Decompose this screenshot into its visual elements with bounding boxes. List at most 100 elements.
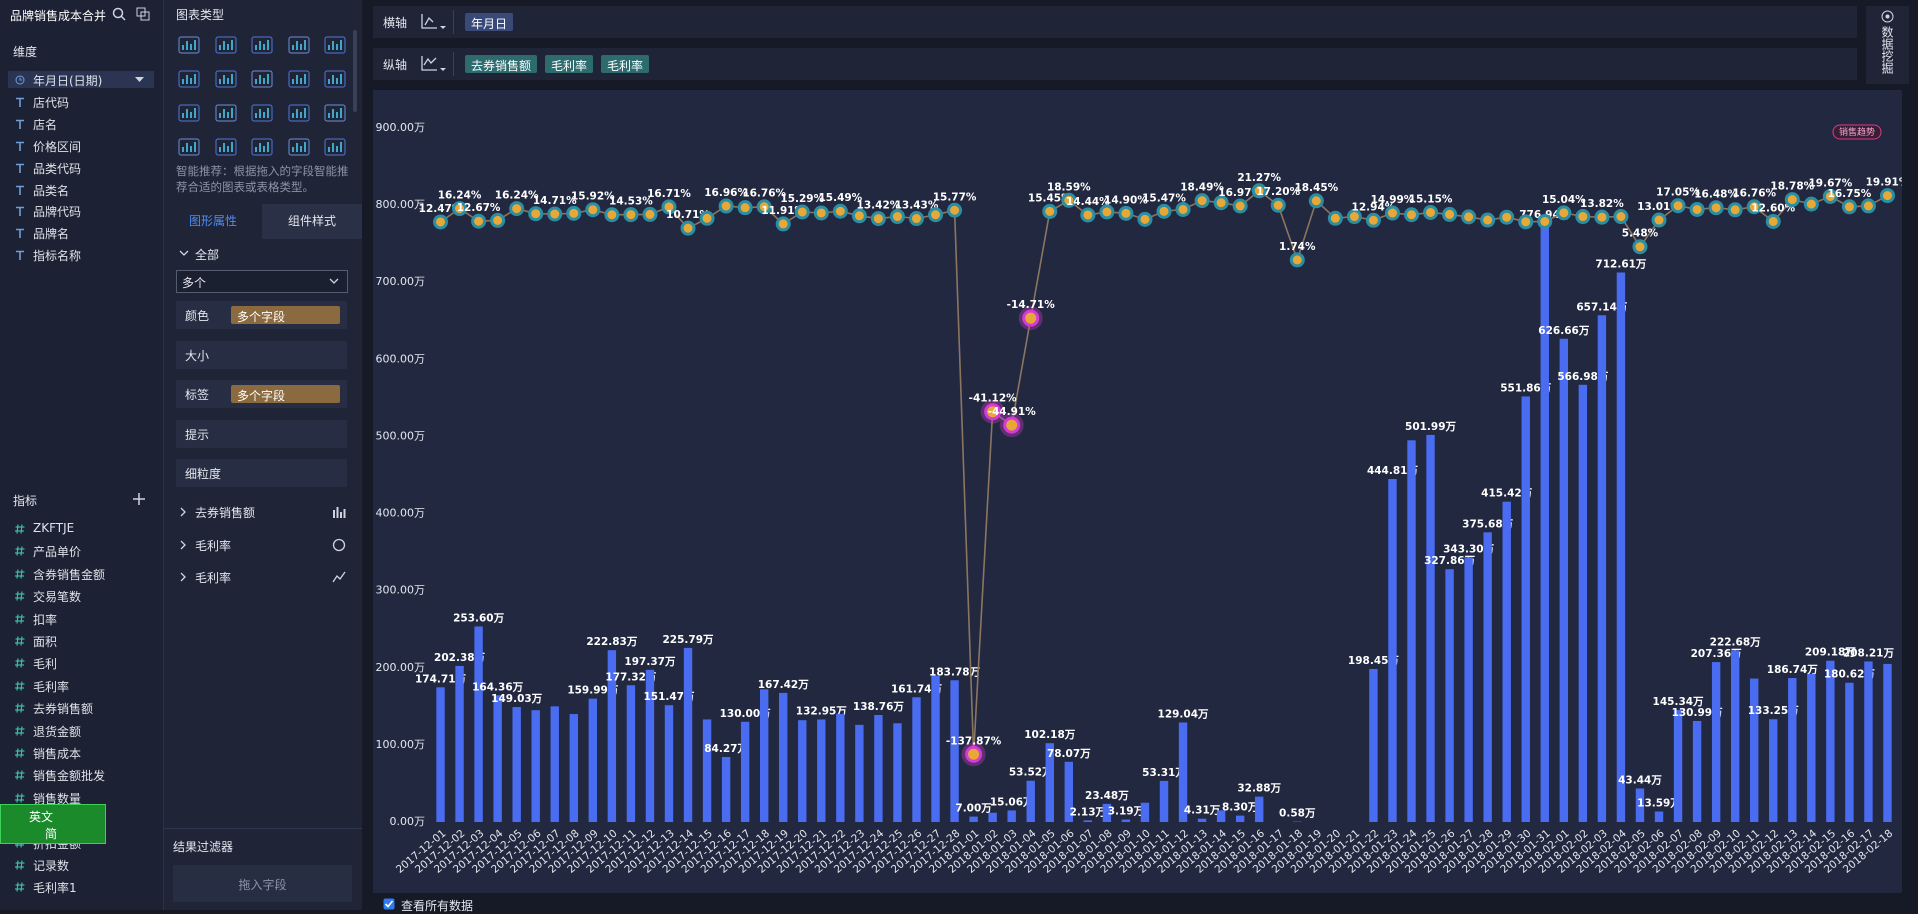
shelf-label: 横轴 bbox=[383, 14, 407, 31]
dropdown-arrow bbox=[330, 279, 338, 283]
metric-field[interactable]: 含券销售金额 bbox=[33, 566, 105, 583]
dimension-field[interactable]: 店代码 bbox=[33, 94, 69, 111]
bar-value-label: 138.76万 bbox=[853, 701, 905, 713]
field-chip[interactable]: 去券销售额 bbox=[465, 55, 537, 73]
metric-field[interactable]: 毛利 bbox=[33, 655, 57, 672]
bar bbox=[1541, 223, 1549, 822]
metric-field[interactable]: 毛利率1 bbox=[33, 879, 77, 896]
metric-field[interactable]: 产品单价 bbox=[33, 543, 81, 560]
field-chip[interactable]: 毛利率 bbox=[601, 55, 649, 73]
bar bbox=[1693, 721, 1701, 822]
point bbox=[1120, 207, 1132, 219]
metric-field[interactable]: 扣率 bbox=[33, 611, 57, 628]
data-mining-label: 数据挖掘 bbox=[1879, 26, 1895, 84]
metric-field[interactable]: 记录数 bbox=[33, 857, 69, 874]
dimension-field[interactable]: 品类名 bbox=[33, 182, 69, 199]
bar bbox=[474, 626, 482, 822]
bar bbox=[1617, 272, 1625, 822]
icon bbox=[251, 104, 273, 122]
point bbox=[872, 213, 884, 225]
metric-field[interactable]: 交易笔数 bbox=[33, 588, 81, 605]
metric-field[interactable]: 去券销售额 bbox=[33, 700, 93, 717]
filter-dropzone[interactable]: 拖入字段 bbox=[173, 865, 352, 902]
bar-value-label: 164.36万 bbox=[472, 681, 524, 693]
bar-value-label: 149.03万 bbox=[491, 693, 543, 705]
property-row[interactable]: 颜色多个字段 bbox=[176, 301, 347, 329]
point bbox=[1634, 241, 1646, 253]
point bbox=[1596, 211, 1608, 223]
icon bbox=[15, 546, 25, 556]
icon bbox=[15, 636, 25, 646]
point bbox=[1386, 207, 1398, 219]
field-chip[interactable]: 年月日 bbox=[465, 13, 513, 31]
icon bbox=[1881, 10, 1894, 23]
bar-value-label: 626.66万 bbox=[1538, 325, 1590, 337]
mining-icon bbox=[1886, 15, 1890, 19]
dropzone-text: 拖入字段 bbox=[173, 876, 352, 893]
field-chip[interactable]: 毛利率 bbox=[545, 55, 593, 73]
point bbox=[834, 205, 846, 217]
point bbox=[606, 209, 618, 221]
metric-field[interactable]: 销售成本 bbox=[33, 745, 81, 762]
dimension-field[interactable]: 品牌代码 bbox=[33, 203, 81, 220]
bar bbox=[455, 666, 463, 822]
bar-value-label: 183.78万 bbox=[929, 666, 981, 678]
metric-field[interactable]: 销售金额批发 bbox=[33, 767, 105, 784]
property-row[interactable]: 大小 bbox=[176, 341, 347, 369]
dims-heading: 维度 bbox=[13, 43, 37, 60]
bar bbox=[1236, 816, 1244, 822]
filter-heading: 结果过滤器 bbox=[173, 838, 233, 855]
bar bbox=[1122, 820, 1130, 822]
point bbox=[625, 209, 637, 221]
bar bbox=[722, 757, 730, 822]
chart-type-icon bbox=[256, 74, 268, 84]
metric-field[interactable]: 毛利率 bbox=[33, 678, 69, 695]
metric-field[interactable]: 面积 bbox=[33, 633, 57, 650]
property-row[interactable]: 标签多个字段 bbox=[176, 380, 347, 408]
show-all-label[interactable]: 查看所有数据 bbox=[401, 897, 473, 914]
icon bbox=[215, 36, 237, 54]
series-config[interactable]: 毛利率 bbox=[195, 569, 231, 586]
dimension-field[interactable]: 年月日(日期) bbox=[33, 72, 102, 89]
dimension-field[interactable]: 品牌名 bbox=[33, 225, 69, 242]
series-config[interactable]: 去券销售额 bbox=[195, 504, 255, 521]
tab[interactable]: 图形属性 bbox=[164, 204, 262, 239]
point bbox=[1196, 195, 1208, 207]
bar-value-label: 222.68万 bbox=[1710, 636, 1762, 648]
dimension-field[interactable]: 品类代码 bbox=[33, 160, 81, 177]
icon bbox=[15, 860, 25, 870]
bar bbox=[855, 725, 863, 822]
bar bbox=[931, 675, 939, 822]
property-row[interactable]: 提示 bbox=[176, 420, 347, 448]
number-type-icon bbox=[15, 681, 25, 690]
select[interactable]: 多个 bbox=[176, 270, 348, 293]
bar bbox=[1712, 662, 1720, 822]
bar bbox=[1445, 569, 1453, 822]
icon bbox=[288, 70, 310, 88]
point bbox=[1520, 216, 1532, 228]
series-config[interactable]: 毛利率 bbox=[195, 537, 231, 554]
metric-field[interactable]: 退货金额 bbox=[33, 723, 81, 740]
point bbox=[1710, 202, 1722, 214]
dimension-field[interactable]: 指标名称 bbox=[33, 247, 81, 264]
icon bbox=[180, 540, 187, 550]
dimension-field[interactable]: 店名 bbox=[33, 116, 57, 133]
bar bbox=[950, 680, 958, 822]
metric-field[interactable]: ZKFTJE bbox=[33, 521, 74, 535]
bar bbox=[912, 697, 920, 822]
point bbox=[530, 208, 542, 220]
dimension-field[interactable]: 价格区间 bbox=[33, 138, 81, 155]
property-row[interactable]: 细粒度 bbox=[176, 459, 347, 487]
point bbox=[1291, 254, 1303, 266]
point bbox=[1463, 211, 1475, 223]
icon bbox=[15, 703, 25, 713]
line bbox=[441, 191, 1888, 755]
data-mining-button[interactable]: 数据挖掘 bbox=[1866, 6, 1909, 84]
point bbox=[1367, 214, 1379, 226]
tab[interactable]: 组件样式 bbox=[262, 204, 362, 239]
point-value-label: 18.59% bbox=[1047, 181, 1091, 193]
bar bbox=[1845, 683, 1853, 822]
bar bbox=[874, 715, 882, 822]
bar bbox=[1522, 396, 1530, 822]
